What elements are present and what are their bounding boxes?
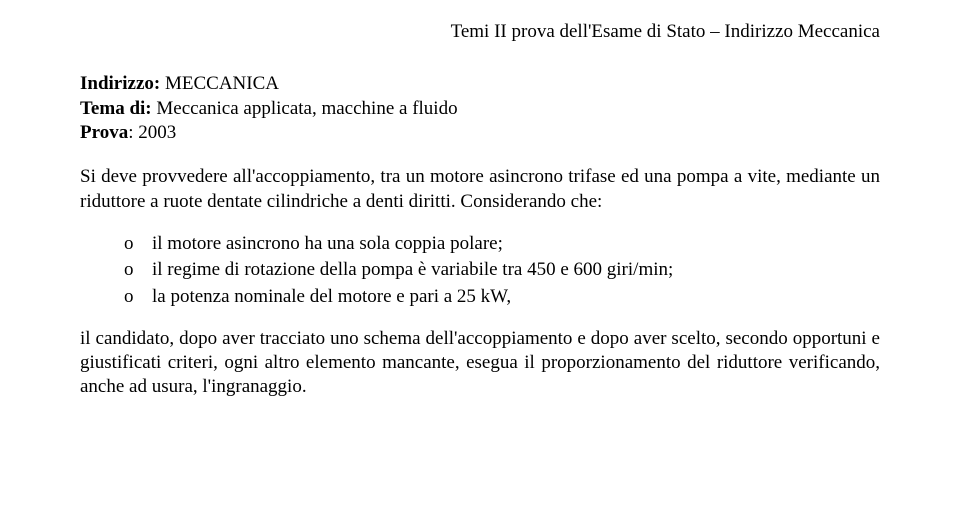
tema-label: Tema di: (80, 98, 156, 119)
tema-line: Tema di: Meccanica applicata, macchine a… (80, 97, 880, 121)
intro-paragraph: Si deve provvedere all'accoppiamento, tr… (80, 165, 880, 214)
bullet-text: la potenza nominale del motore e pari a … (152, 285, 880, 309)
indirizzo-line: Indirizzo: MECCANICA (80, 72, 880, 96)
bullet-marker: o (124, 285, 152, 309)
prova-line: Prova: 2003 (80, 121, 880, 145)
indirizzo-value: MECCANICA (165, 73, 279, 94)
tema-value: Meccanica applicata, macchine a fluido (156, 98, 457, 119)
bullet-text: il regime di rotazione della pompa è var… (152, 258, 880, 282)
prova-label: Prova (80, 122, 128, 143)
header-text: Temi II prova dell'Esame di Stato – Indi… (451, 21, 880, 42)
bullet-list: o il motore asincrono ha una sola coppia… (80, 232, 880, 309)
closing-paragraph: il candidato, dopo aver tracciato uno sc… (80, 327, 880, 400)
list-item: o il motore asincrono ha una sola coppia… (124, 232, 880, 256)
bullet-marker: o (124, 258, 152, 282)
list-item: o il regime di rotazione della pompa è v… (124, 258, 880, 282)
list-item: o la potenza nominale del motore e pari … (124, 285, 880, 309)
prova-value: : 2003 (128, 122, 176, 143)
document-page: Temi II prova dell'Esame di Stato – Indi… (0, 0, 960, 505)
title-block: Indirizzo: MECCANICA Tema di: Meccanica … (80, 72, 880, 145)
bullet-marker: o (124, 232, 152, 256)
indirizzo-label: Indirizzo: (80, 73, 165, 94)
bullet-text: il motore asincrono ha una sola coppia p… (152, 232, 880, 256)
page-header: Temi II prova dell'Esame di Stato – Indi… (80, 20, 880, 44)
